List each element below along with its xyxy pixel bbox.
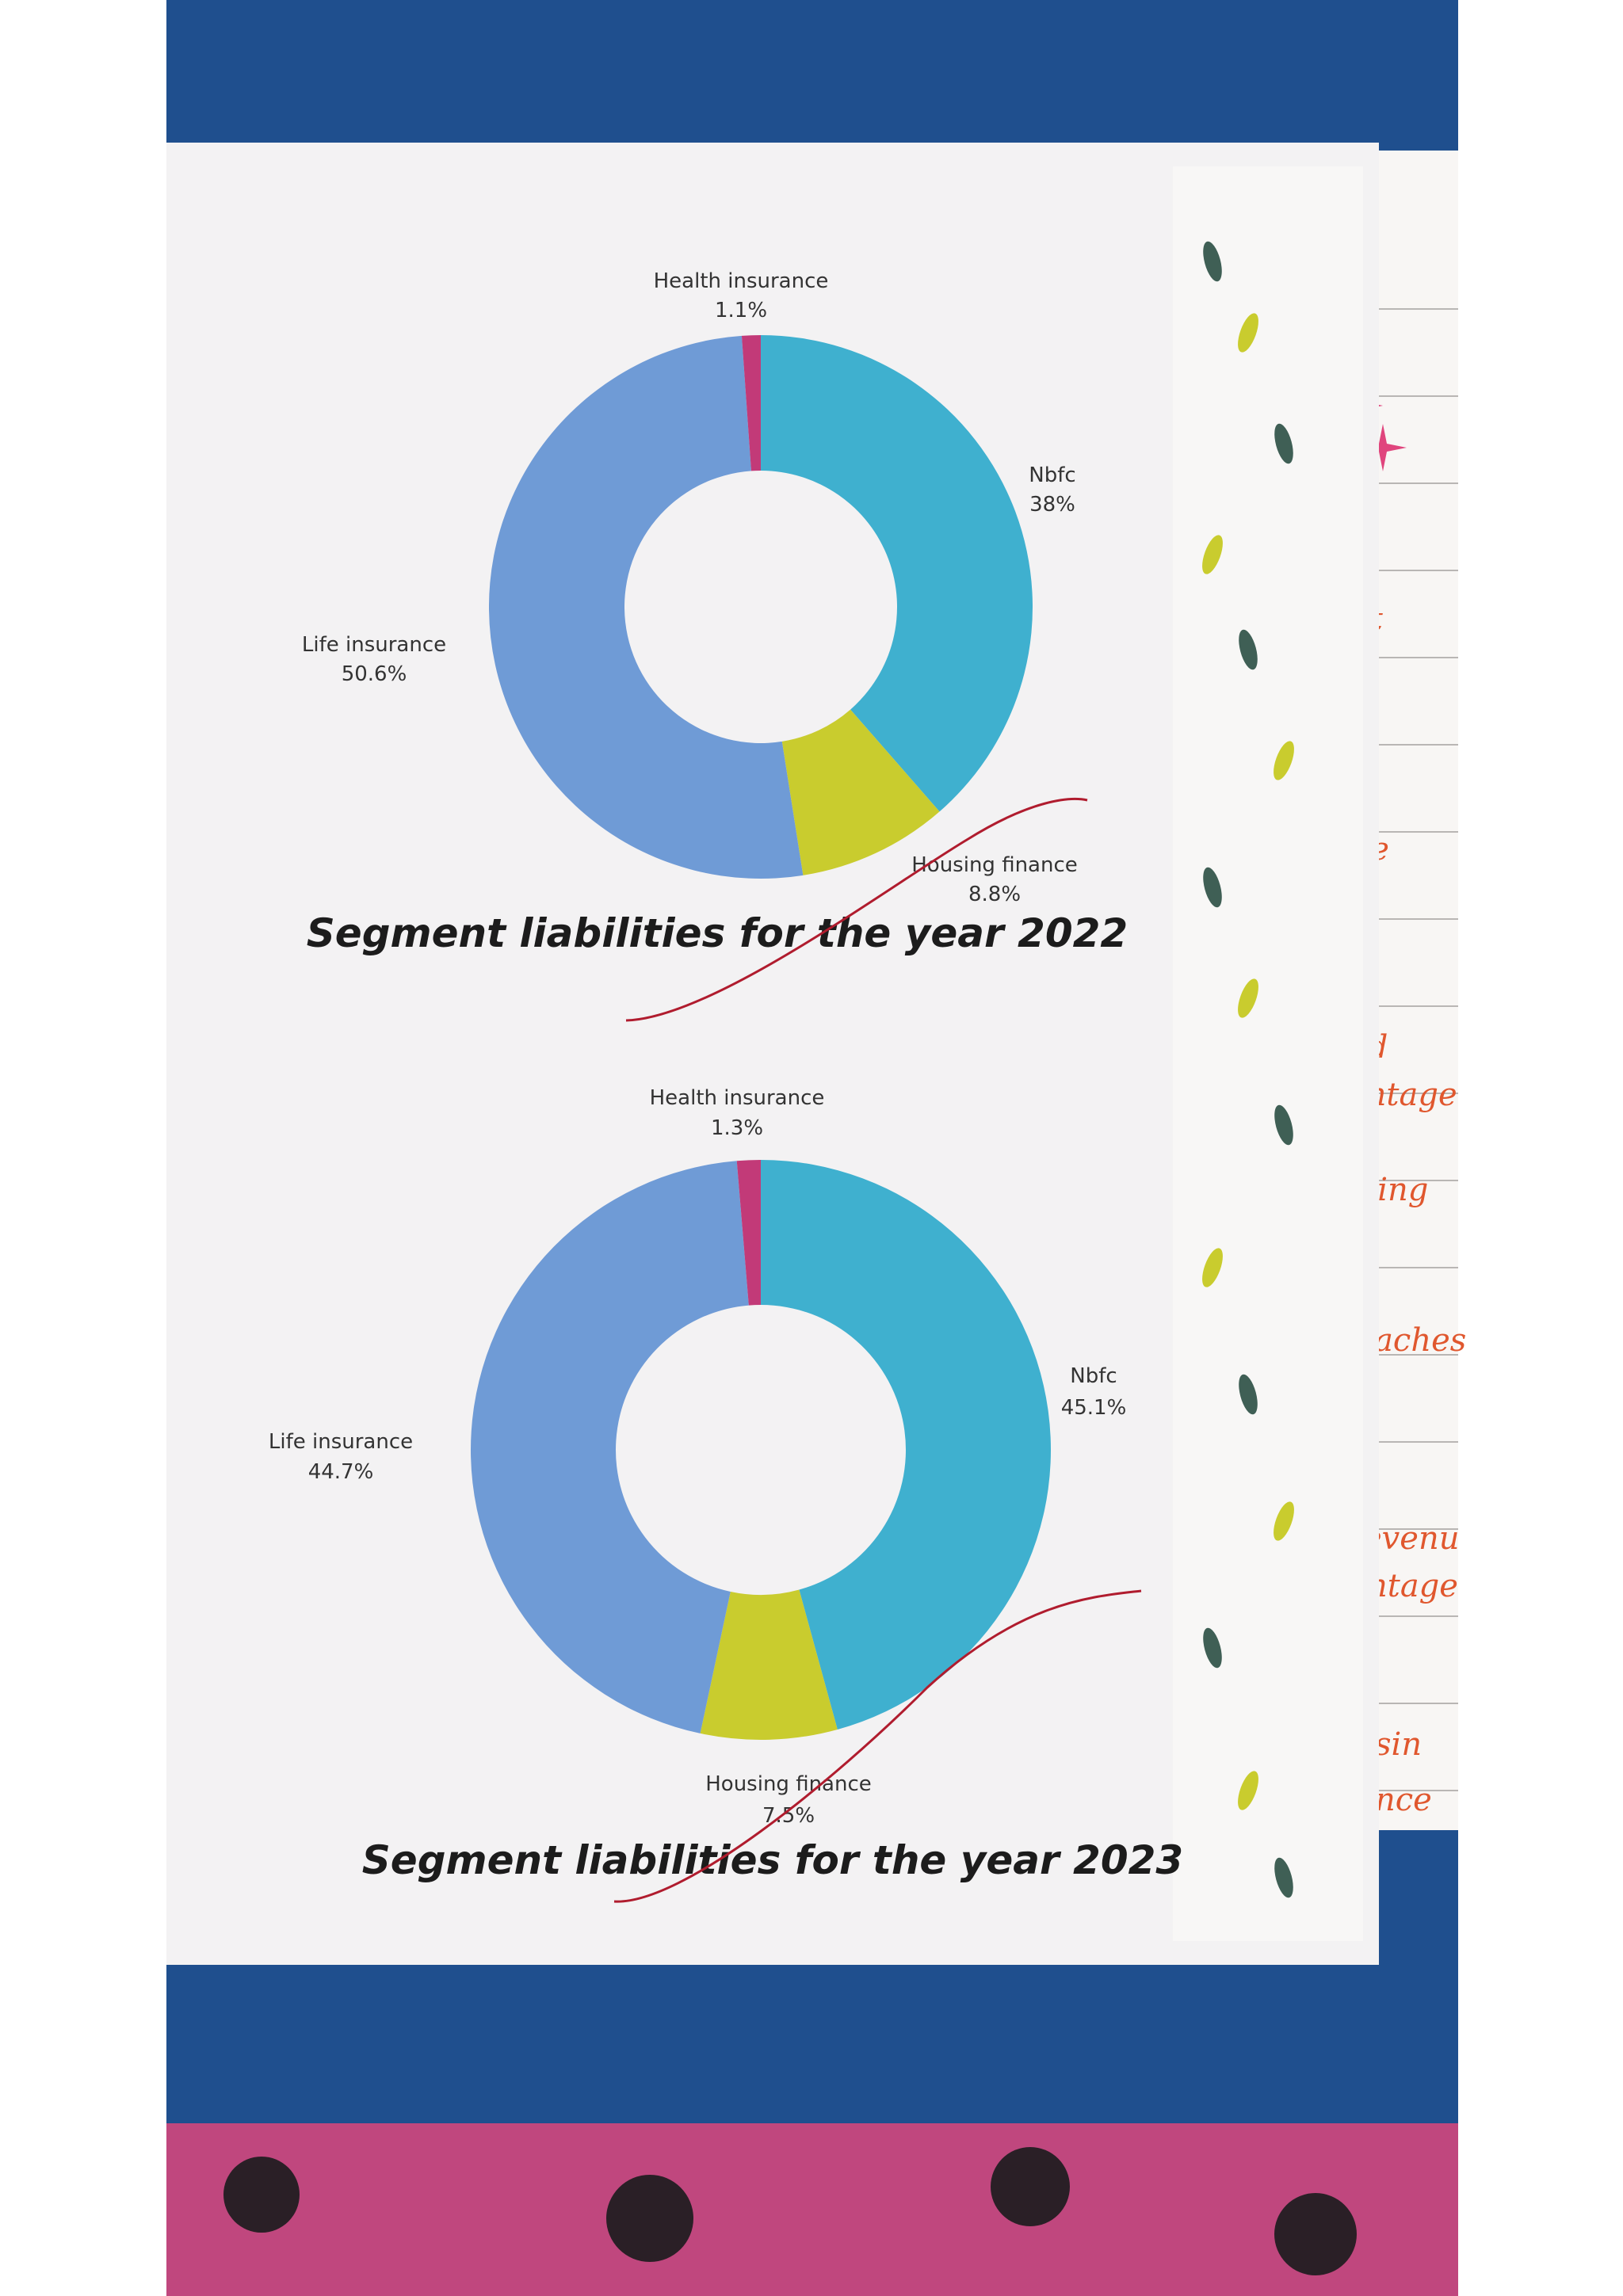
leaf-icon (1274, 1104, 1293, 1146)
value-health-2022: 1.1% (715, 299, 767, 322)
chart-title-2023: Segment liabilities for the year 2023 (362, 1837, 1183, 1883)
leaf-icon (1274, 1501, 1294, 1541)
label-housing-2022: Housing finance (911, 853, 1078, 877)
cloth-pattern (223, 2147, 1357, 2275)
label-health-2023: Health insurance (650, 1086, 825, 1110)
value-health-2023: 1.3% (711, 1116, 763, 1140)
label-health-2022: Health insurance (654, 269, 829, 293)
label-life-2023: Life insurance (269, 1430, 413, 1454)
slice-housing-finance-0 (781, 709, 940, 875)
note-fragment-9: sin (1375, 1726, 1422, 1763)
donut-chart-2023 (471, 1160, 1051, 1741)
slice-health-insurance-1 (736, 1160, 761, 1306)
slice-life-insurance-0 (489, 335, 804, 879)
value-life-2022: 50.6% (342, 662, 407, 686)
leaf-icon (1202, 535, 1223, 574)
leaf-icon (1274, 1857, 1293, 1898)
leaf-icon (1239, 1374, 1258, 1415)
donut-chart-2022 (489, 335, 1033, 879)
leaf-icon (1203, 241, 1222, 282)
pen-stroke-2 (613, 1589, 1142, 1903)
value-nbfc-2023: 45.1% (1061, 1396, 1127, 1420)
label-housing-2023: Housing finance (705, 1772, 872, 1796)
leaf-icon (1238, 1771, 1258, 1810)
label-nbfc-2023: Nbfc (1070, 1364, 1117, 1388)
chart-title-2022: Segment liabilities for the year 2022 (307, 910, 1128, 956)
leaf-icon (1238, 313, 1258, 353)
floral-cloth (166, 2123, 1458, 2296)
slice-housing-finance-1 (700, 1589, 838, 1741)
pen-stroke-1 (625, 798, 1088, 1022)
slice-health-insurance-0 (741, 335, 761, 471)
value-housing-2022: 8.8% (968, 883, 1021, 906)
slice-nbfc-1 (761, 1160, 1051, 1730)
slice-nbfc-0 (761, 335, 1033, 812)
page-border-strip (1173, 166, 1363, 1941)
label-life-2022: Life insurance (302, 633, 446, 657)
leaf-icon (1238, 978, 1258, 1018)
note-fragment-10: nce (1375, 1782, 1432, 1818)
leaf-icon (1203, 867, 1222, 908)
leaf-icon (1274, 423, 1293, 464)
note-fragment-7: evenu (1363, 1520, 1459, 1557)
slice-life-insurance-1 (471, 1161, 749, 1733)
floral-border-icon (1202, 241, 1294, 1898)
value-nbfc-2022: 38% (1029, 493, 1075, 517)
note-fragment-8: ntage (1367, 1568, 1458, 1604)
leaf-icon (1202, 1248, 1223, 1287)
leaf-icon (1274, 741, 1294, 780)
value-life-2023: 44.7% (308, 1460, 374, 1484)
leaf-icon (1203, 1627, 1222, 1669)
label-nbfc-2022: Nbfc (1029, 463, 1075, 487)
leaf-icon (1239, 629, 1258, 670)
